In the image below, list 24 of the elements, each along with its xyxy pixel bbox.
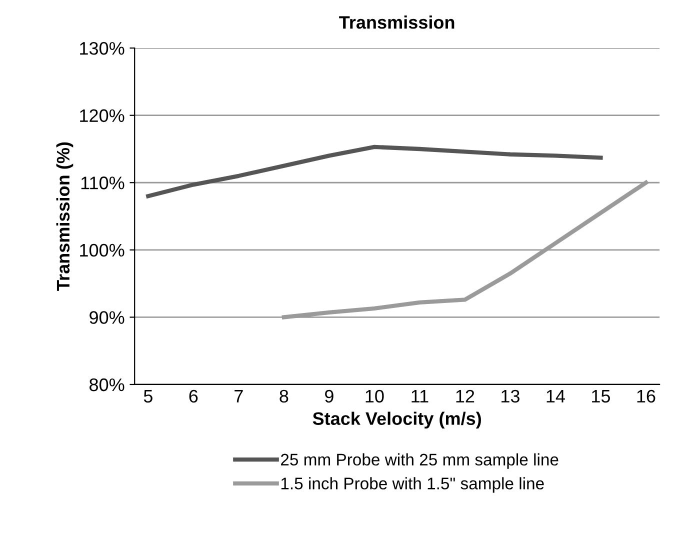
x-tick-label: 10 <box>366 390 384 403</box>
x-tick-label: 15 <box>592 390 610 403</box>
y-tick-label: 100% <box>80 244 124 257</box>
x-tick-label: 14 <box>546 390 565 402</box>
x-tick-label: 13 <box>502 390 520 403</box>
line-series <box>146 144 603 198</box>
x-axis-title: Stack Velocity (m/s) <box>312 412 481 429</box>
x-tick-label: 16 <box>637 390 656 403</box>
chart-title: Transmission <box>339 16 454 29</box>
y-tick-label: 130% <box>80 42 124 55</box>
y-tick-label: 80% <box>90 378 124 392</box>
x-tick-label: 7 <box>234 390 243 402</box>
x-tick-label: 12 <box>456 390 474 402</box>
y-tick-label: 120% <box>80 109 124 122</box>
x-tick-label: 11 <box>412 390 428 402</box>
y-tick-label: 90% <box>90 311 124 324</box>
legend-label: 25 mm Probe with 25 mm sample line <box>281 453 558 469</box>
x-tick-label: 5 <box>144 390 152 403</box>
x-tick-label: 8 <box>280 390 288 403</box>
y-axis-title: Transmission (%) <box>56 142 74 291</box>
y-tick-label: 110% <box>81 176 124 190</box>
x-tick-label: 6 <box>189 390 198 403</box>
legend-label: 1.5 inch Probe with 1.5" sample line <box>281 477 544 493</box>
x-tick-label: 9 <box>325 390 334 403</box>
